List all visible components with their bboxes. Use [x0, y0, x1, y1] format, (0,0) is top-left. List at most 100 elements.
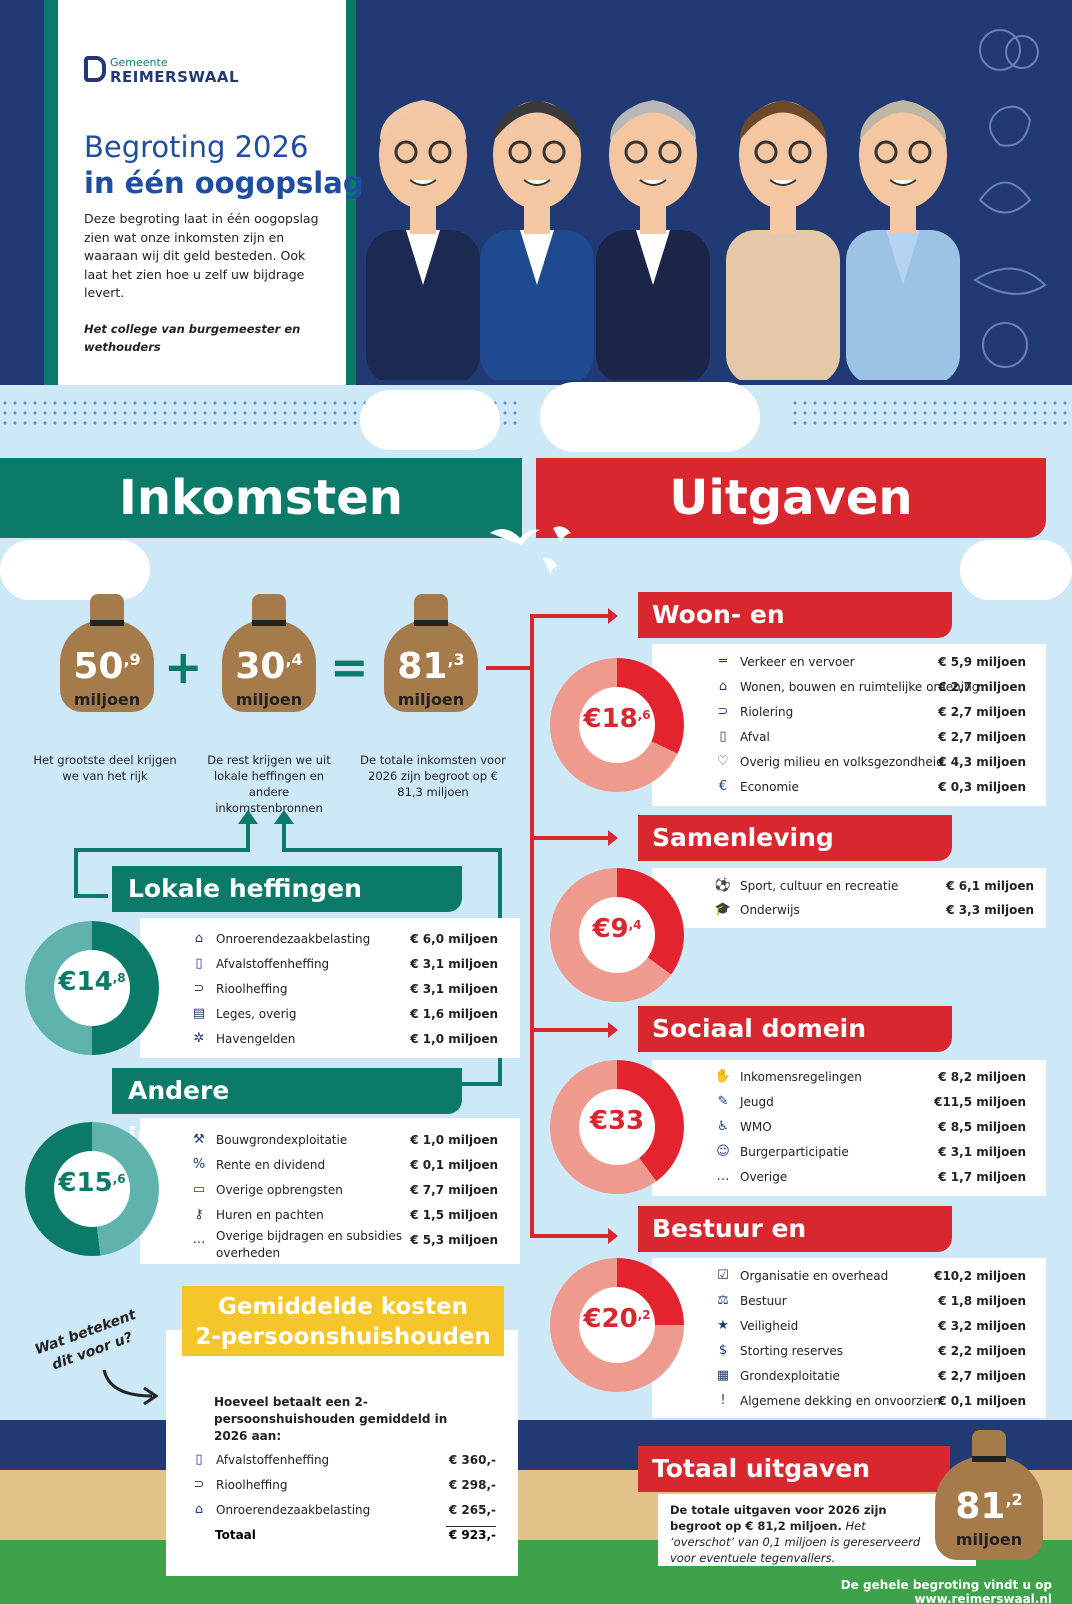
cloud-decoration: [360, 390, 500, 450]
item-value: € 7,7 miljoen: [410, 1183, 498, 1197]
item-label: Inkomensregelingen: [740, 1070, 862, 1084]
pipe-icon: ⊃: [717, 704, 729, 719]
item-label: Rente en dividend: [216, 1158, 326, 1172]
item-value: € 1,6 miljoen: [410, 1007, 498, 1021]
worker-icon: ⚒: [193, 1132, 205, 1147]
item-label: Sport, cultuur en recreatie: [740, 879, 899, 893]
logo-sub: Gemeente: [110, 56, 168, 69]
samenleving-list: ⚽ Sport, cultuur en recreatie € 6,1 miljoe…: [714, 876, 1034, 926]
list-item: $ Storting reserves € 2,2 miljoen: [714, 1341, 1026, 1361]
pencil-icon: ✎: [717, 1094, 729, 1109]
huishouden-total-label: Totaal: [215, 1528, 256, 1542]
item-value: € 8,2 miljoen: [938, 1070, 1026, 1084]
logo-name: REIMERSWAAL: [110, 68, 240, 86]
item-value: € 0,3 miljoen: [938, 780, 1026, 794]
bag-totaal: 81,3 miljoen: [384, 594, 478, 712]
list-item: ▯ Afval € 2,7 miljoen: [714, 727, 1026, 747]
item-label: WMO: [740, 1120, 772, 1134]
list-item: ☑ Organisatie en overhead €10,2 miljoen: [714, 1266, 1026, 1286]
item-label: Overige opbrengsten: [216, 1183, 343, 1197]
dots-icon: …: [716, 1169, 730, 1184]
bin-icon: ▯: [195, 956, 203, 971]
item-value: € 265,-: [448, 1503, 496, 1517]
clipboard-icon: ☑: [717, 1268, 729, 1283]
item-value: € 8,5 miljoen: [938, 1120, 1026, 1134]
hero-signature: Het college van burgemeester en wethoude…: [84, 322, 301, 354]
huishouden-title-line2: 2-persoonshuishouden: [195, 1324, 491, 1350]
item-label: Bouwgrondexploitatie: [216, 1133, 348, 1147]
huishouden-intro: Hoeveel betaalt een 2-persoonshuishouden…: [214, 1395, 448, 1443]
list-item: % Rente en dividend € 0,1 miljoen: [190, 1155, 498, 1175]
totaal-text-bold: De totale uitgaven voor 2026 zijn begroo…: [670, 1503, 887, 1533]
people-icon: ☺: [716, 1144, 730, 1159]
item-label: Onroerendezaakbelasting: [216, 1503, 371, 1517]
page-title-line1: Begroting 2026: [84, 130, 309, 164]
arrow-right-icon: [608, 1022, 618, 1038]
list-item: ⊃ Rioolheffing € 3,1 miljoen: [190, 979, 498, 999]
item-value: € 6,0 miljoen: [410, 932, 498, 946]
item-label: Rioolheffing: [216, 1478, 288, 1492]
food-illustrations: [973, 29, 1047, 368]
list-item: ♿ WMO € 8,5 miljoen: [714, 1117, 1026, 1137]
page-title-line2: in één oogopslag: [84, 166, 364, 200]
bestuur-donut: €20,2: [550, 1258, 684, 1392]
football-icon: ⚽: [714, 878, 732, 893]
cloud-decoration: [960, 540, 1072, 600]
list-item: ⚷ Huren en pachten € 1,5 miljoen: [190, 1205, 498, 1225]
item-label: Onderwijs: [740, 903, 800, 917]
item-label: Afval: [740, 730, 770, 744]
red-connector: [530, 1234, 610, 1238]
inkomsten-banner: Inkomsten: [0, 458, 522, 538]
total-rule: [446, 1526, 496, 1527]
item-value: € 2,2 miljoen: [938, 1344, 1026, 1358]
bag-caption: De totale inkomsten voor 2026 zijn begro…: [360, 753, 506, 799]
list-item: ✎ Jeugd €11,5 miljoen: [714, 1092, 1026, 1112]
huishouden-panel: [166, 1330, 518, 1576]
percent-icon: %: [192, 1157, 206, 1172]
list-item: ☺ Burgerparticipatie € 3,1 miljoen: [714, 1142, 1026, 1162]
andere-panel: [140, 1118, 520, 1264]
graduation-cap-icon: 🎓: [714, 902, 732, 917]
euro-icon: €: [718, 779, 728, 794]
list-item: ⚖ Bestuur € 1,8 miljoen: [714, 1291, 1026, 1311]
item-label: Grondexploitatie: [740, 1369, 840, 1383]
heart-icon: ♡: [717, 754, 729, 769]
bag-uitgaven: 81,2 miljoen: [935, 1430, 1043, 1560]
list-item: ⚽ Sport, cultuur en recreatie € 6,1 miljoe…: [714, 876, 1034, 896]
item-label-continued: overheden: [216, 1246, 281, 1260]
huishouden-title: Gemiddelde kosten 2-persoonshuishouden: [182, 1286, 504, 1356]
plus-sign: +: [164, 640, 203, 694]
item-label: Rioolheffing: [216, 982, 288, 996]
reimerswaal-logo-icon: [84, 56, 106, 82]
bag-rijk: 50,9 miljoen: [60, 594, 154, 712]
andere-inkomsten-title: Andere inkomstenbronnen: [112, 1068, 462, 1151]
huishouden-list: ▯ Afvalstoffenheffing € 360,- ⊃ Rioolheffing…: [190, 1450, 496, 1530]
dots-icon: …: [192, 1232, 206, 1247]
footer-link[interactable]: De gehele begroting vindt u op www.reime…: [840, 1578, 1052, 1604]
list-item: … Overige € 1,7 miljoen: [714, 1167, 1027, 1187]
item-value: € 1,7 miljoen: [938, 1170, 1026, 1184]
badge-icon: ★: [717, 1318, 729, 1333]
document-icon: ▤: [192, 1006, 206, 1021]
item-label: Organisatie en overhead: [740, 1269, 889, 1283]
list-item: ⌂ Onroerendezaakbelasting € 265,-: [190, 1500, 496, 1520]
sociaal-panel: [652, 1060, 1046, 1196]
item-value: € 3,1 miljoen: [410, 982, 498, 996]
councillor-illustration: [596, 100, 710, 380]
totaal-panel: [658, 1494, 976, 1566]
councillor-illustration: [846, 100, 960, 380]
lokale-panel: [140, 918, 520, 1058]
red-connector: [530, 614, 610, 618]
item-label: Algemene dekking en onvoorzien: [740, 1394, 941, 1408]
item-label: Riolering: [740, 705, 794, 719]
woon-list: ═ Verkeer en vervoer € 5,9 miljoen ⌂ Wonen, …: [714, 652, 1026, 802]
hand-money-icon: ✋: [714, 1069, 732, 1084]
item-value: € 3,1 miljoen: [938, 1145, 1026, 1159]
list-item: ▯ Afvalstoffenheffing € 360,-: [190, 1450, 496, 1470]
list-item: ⌂ Onroerendezaakbelasting € 6,0 miljoen: [190, 929, 498, 949]
item-value: € 2,7 miljoen: [938, 680, 1026, 694]
item-value: € 2,7 miljoen: [938, 730, 1026, 744]
equals-sign: =: [330, 640, 369, 694]
samenleving-donut: €9,4: [550, 868, 684, 1002]
item-label: Havengelden: [216, 1032, 296, 1046]
